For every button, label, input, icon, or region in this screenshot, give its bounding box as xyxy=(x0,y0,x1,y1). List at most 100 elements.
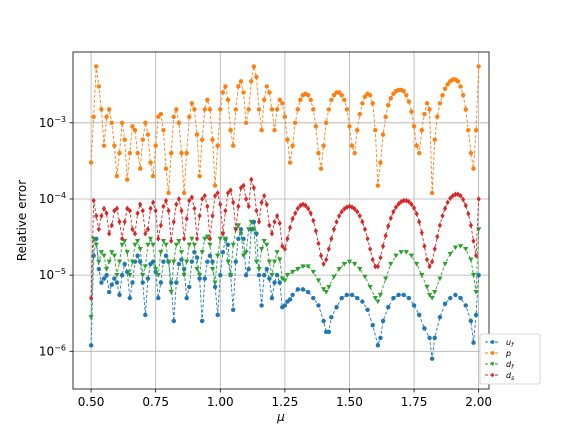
y-tick-exponent: −4 xyxy=(54,191,66,200)
data-point xyxy=(259,199,264,206)
data-point xyxy=(171,318,176,324)
data-point xyxy=(452,245,459,251)
data-point xyxy=(109,282,114,287)
data-point xyxy=(91,197,96,204)
data-point xyxy=(352,261,358,267)
data-point xyxy=(437,101,443,106)
data-point xyxy=(181,190,187,196)
data-point xyxy=(417,312,422,318)
data-point xyxy=(145,132,151,137)
data-point xyxy=(290,269,296,275)
data-point xyxy=(383,276,389,282)
data-point xyxy=(88,315,94,320)
data-point xyxy=(210,213,215,219)
data-point xyxy=(174,107,179,112)
data-point xyxy=(217,236,223,242)
data-point xyxy=(336,90,342,95)
data-point xyxy=(210,137,215,142)
data-point xyxy=(466,210,471,217)
data-point xyxy=(282,114,288,119)
data-point xyxy=(251,64,257,69)
data-point xyxy=(437,315,443,320)
data-point xyxy=(220,249,226,255)
data-point xyxy=(447,251,453,257)
data-point xyxy=(209,267,216,272)
data-point xyxy=(315,278,322,284)
data-point xyxy=(111,253,117,259)
data-point xyxy=(104,210,109,217)
data-point xyxy=(287,224,293,231)
data-point xyxy=(114,273,120,278)
legend-name: d xyxy=(506,371,512,380)
y-tick-exponent: −3 xyxy=(54,115,66,124)
data-point xyxy=(357,267,363,272)
data-point xyxy=(215,253,221,259)
data-point xyxy=(272,127,277,133)
legend-item: df xyxy=(485,360,514,371)
data-point xyxy=(406,99,412,104)
data-point xyxy=(401,88,406,94)
data-point xyxy=(238,231,244,237)
data-point xyxy=(269,107,275,112)
data-point xyxy=(202,276,207,281)
data-point xyxy=(236,236,241,242)
data-point xyxy=(140,137,145,142)
data-point xyxy=(143,230,148,237)
data-point xyxy=(241,90,246,95)
data-point xyxy=(280,243,285,250)
data-point xyxy=(246,266,251,272)
data-point xyxy=(318,166,324,171)
data-point xyxy=(311,107,316,112)
data-point xyxy=(148,160,153,165)
data-point xyxy=(138,201,143,208)
data-point xyxy=(450,192,455,199)
data-point xyxy=(396,292,401,298)
data-point xyxy=(432,137,437,142)
data-point xyxy=(241,182,246,189)
data-point xyxy=(140,207,145,214)
legend-name: p xyxy=(505,349,511,358)
data-point xyxy=(408,253,415,259)
data-point xyxy=(249,176,254,183)
data-point xyxy=(220,230,225,237)
data-point xyxy=(143,120,148,126)
data-point xyxy=(321,287,327,292)
data-point xyxy=(184,215,189,222)
data-point xyxy=(241,236,246,242)
data-point xyxy=(233,226,238,233)
data-point xyxy=(151,199,156,206)
data-point xyxy=(236,203,241,210)
data-point xyxy=(207,242,213,248)
data-point xyxy=(246,203,251,210)
data-point xyxy=(114,280,120,285)
data-point xyxy=(205,203,210,210)
data-point xyxy=(122,261,127,267)
data-point xyxy=(114,173,120,179)
data-point xyxy=(171,114,176,119)
data-point xyxy=(243,120,249,126)
data-point xyxy=(355,295,360,301)
y-tick-base: 10 xyxy=(39,344,54,358)
data-point xyxy=(254,207,259,214)
data-point xyxy=(378,160,383,165)
data-point xyxy=(313,124,319,129)
data-point xyxy=(264,84,269,89)
x-axis-label: μ xyxy=(276,410,285,424)
data-point xyxy=(233,107,238,112)
data-point xyxy=(187,197,192,204)
data-point xyxy=(473,127,479,133)
data-point xyxy=(321,143,326,148)
axes-frame xyxy=(72,51,490,390)
data-point xyxy=(375,263,380,270)
data-point xyxy=(148,205,153,212)
data-point xyxy=(440,213,445,219)
data-point xyxy=(326,246,331,252)
data-point xyxy=(264,266,269,272)
data-point xyxy=(192,249,197,255)
legend-name: d xyxy=(506,360,512,369)
data-point xyxy=(225,97,231,103)
series-layer xyxy=(88,64,482,361)
data-point xyxy=(422,326,427,331)
data-point xyxy=(189,101,195,106)
